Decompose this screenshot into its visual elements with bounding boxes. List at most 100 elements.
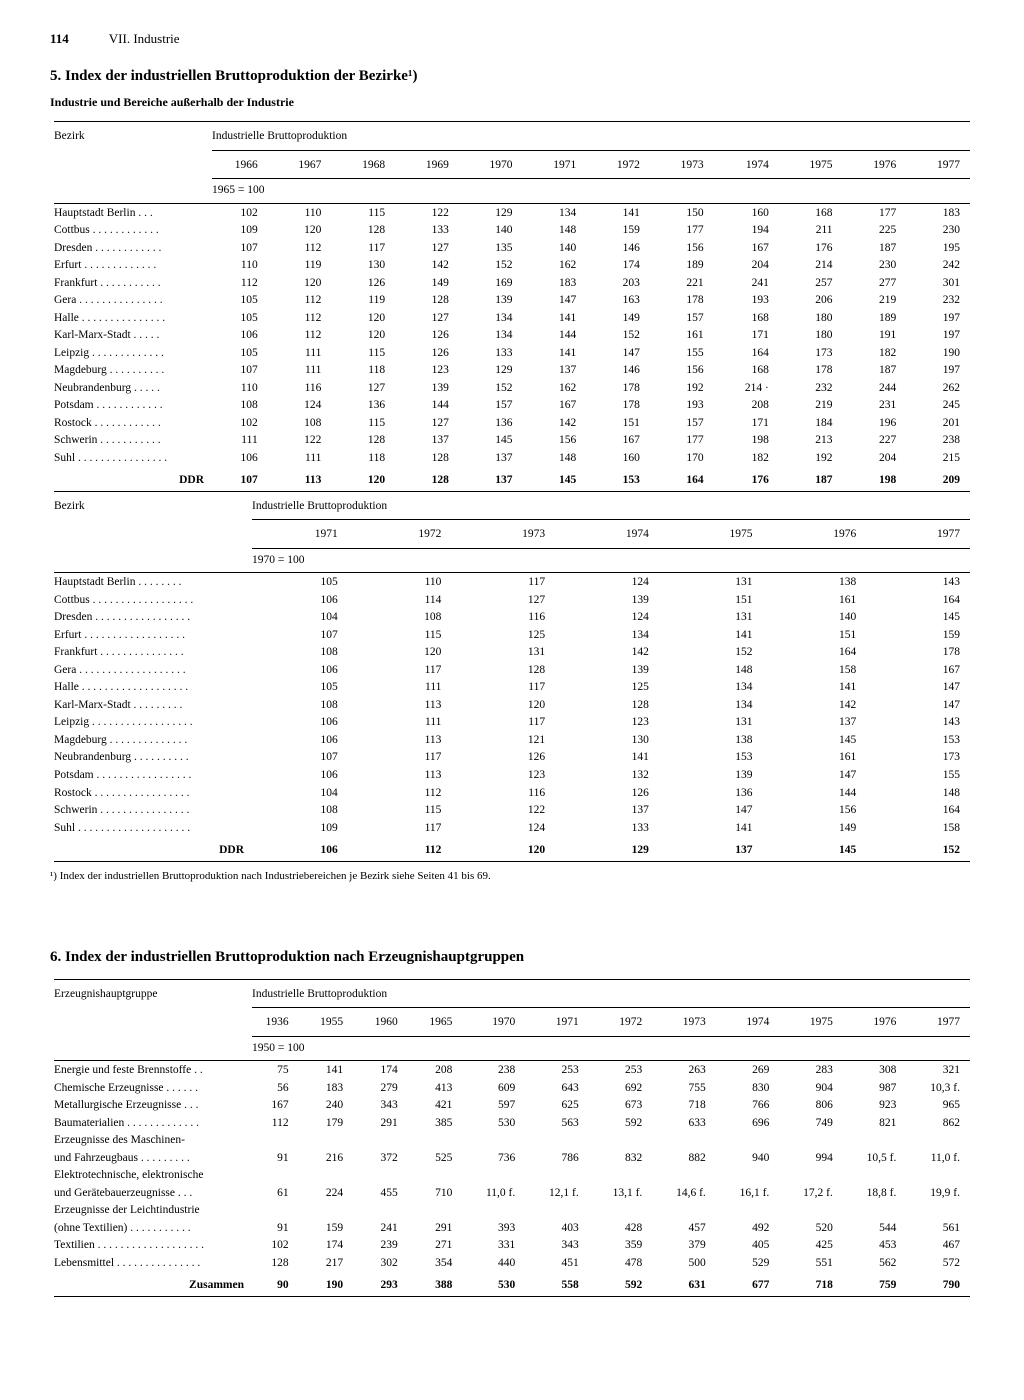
cell-value: 108 [248, 802, 352, 820]
section6-title: 6. Index der industriellen Bruttoprodukt… [50, 947, 974, 967]
cell-value: 134 [663, 697, 767, 715]
cell-value: 118 [335, 450, 399, 468]
row-label: Energie und feste Brennstoffe . . [50, 1062, 248, 1080]
year-header: 1973 [654, 152, 718, 178]
cell-value: 168 [783, 205, 847, 223]
total-value: 113 [272, 467, 336, 490]
cell-value: 117 [352, 749, 456, 767]
cell-value: 179 [303, 1115, 358, 1133]
cell-value: 413 [412, 1080, 467, 1098]
cell-value [466, 1167, 529, 1185]
cell-value: 279 [357, 1080, 412, 1098]
cell-value: 128 [399, 450, 463, 468]
row-label: Textilien . . . . . . . . . . . . . . . … [50, 1237, 248, 1255]
year-header: 1973 [656, 1009, 720, 1035]
cell-value: 178 [783, 362, 847, 380]
cell-value: 529 [720, 1255, 784, 1273]
table-row: Erzeugnisse der Leichtindustrie [50, 1202, 974, 1220]
cell-value: 241 [718, 275, 783, 293]
cell-value: 457 [656, 1220, 720, 1238]
cell-value: 16,1 f. [720, 1185, 784, 1203]
total-value: 137 [463, 467, 527, 490]
total-value: 164 [654, 467, 718, 490]
cell-value: 140 [767, 609, 871, 627]
cell-value: 321 [910, 1062, 974, 1080]
row-label: Magdeburg . . . . . . . . . . . . . . [50, 732, 248, 750]
cell-value [910, 1167, 974, 1185]
year-header: 1971 [527, 152, 591, 178]
cell-value [357, 1167, 412, 1185]
cell-value [412, 1167, 467, 1185]
cell-value: 125 [455, 627, 559, 645]
cell-value [593, 1202, 657, 1220]
cell-value: 135 [463, 240, 527, 258]
cell-value: 102 [208, 415, 272, 433]
cell-value: 216 [303, 1150, 358, 1168]
cell-value: 253 [593, 1062, 657, 1080]
cell-value: 128 [455, 662, 559, 680]
cell-value: 197 [910, 362, 974, 380]
cell-value: 120 [272, 275, 336, 293]
cell-value: 144 [527, 327, 591, 345]
cell-value: 152 [590, 327, 654, 345]
cell-value: 137 [527, 362, 591, 380]
cell-value: 157 [654, 310, 718, 328]
cell-value: 174 [303, 1237, 358, 1255]
cell-value: 161 [767, 592, 871, 610]
cell-value: 164 [870, 592, 974, 610]
cell-value: 111 [352, 714, 456, 732]
total-value: 209 [910, 467, 974, 490]
cell-value [720, 1132, 784, 1150]
cell-value: 121 [455, 732, 559, 750]
cell-value: 147 [590, 345, 654, 363]
cell-value: 120 [335, 327, 399, 345]
cell-value: 155 [654, 345, 718, 363]
row-label: Frankfurt . . . . . . . . . . . [50, 275, 208, 293]
cell-value: 203 [590, 275, 654, 293]
cell-value: 609 [466, 1080, 529, 1098]
cell-value: 107 [208, 362, 272, 380]
cell-value: 187 [847, 240, 911, 258]
cell-value: 124 [455, 820, 559, 838]
cell-value: 633 [656, 1115, 720, 1133]
cell-value: 167 [248, 1097, 303, 1115]
cell-value: 111 [272, 450, 336, 468]
cell-value: 230 [910, 222, 974, 240]
cell-value: 192 [783, 450, 847, 468]
cell-value: 117 [455, 574, 559, 592]
cell-value: 134 [559, 627, 663, 645]
cell-value: 104 [248, 609, 352, 627]
cell-value: 277 [847, 275, 911, 293]
cell-value: 133 [463, 345, 527, 363]
cell-value: 308 [847, 1062, 911, 1080]
cell-value: 755 [656, 1080, 720, 1098]
cell-value: 240 [303, 1097, 358, 1115]
cell-value: 139 [463, 292, 527, 310]
row-label: Karl-Marx-Stadt . . . . . . . . . [50, 697, 248, 715]
table-row: Hauptstadt Berlin . . . . . . . .1051101… [50, 574, 974, 592]
year-header: 1974 [559, 521, 663, 547]
cell-value: 120 [272, 222, 336, 240]
cell-value: 193 [718, 292, 783, 310]
row-label: Suhl . . . . . . . . . . . . . . . . [50, 450, 208, 468]
cell-value: 106 [248, 592, 352, 610]
table-row: Halle . . . . . . . . . . . . . . .10511… [50, 310, 974, 328]
year-header: 1970 [463, 152, 527, 178]
cell-value: 142 [399, 257, 463, 275]
row-label: Hauptstadt Berlin . . . [50, 205, 208, 223]
span-header: Industrielle Bruttoproduktion [248, 493, 974, 519]
cell-value: 150 [654, 205, 718, 223]
cell-value: 206 [783, 292, 847, 310]
cell-value: 160 [718, 205, 783, 223]
cell-value: 119 [335, 292, 399, 310]
cell-value: 126 [399, 327, 463, 345]
cell-value: 696 [720, 1115, 784, 1133]
cell-value: 134 [463, 327, 527, 345]
cell-value: 11,0 f. [466, 1185, 529, 1203]
total-value: 176 [718, 467, 783, 490]
cell-value: 157 [654, 415, 718, 433]
cell-value: 183 [910, 205, 974, 223]
cell-value: 161 [767, 749, 871, 767]
total-value: 718 [783, 1272, 847, 1295]
cell-value [466, 1132, 529, 1150]
